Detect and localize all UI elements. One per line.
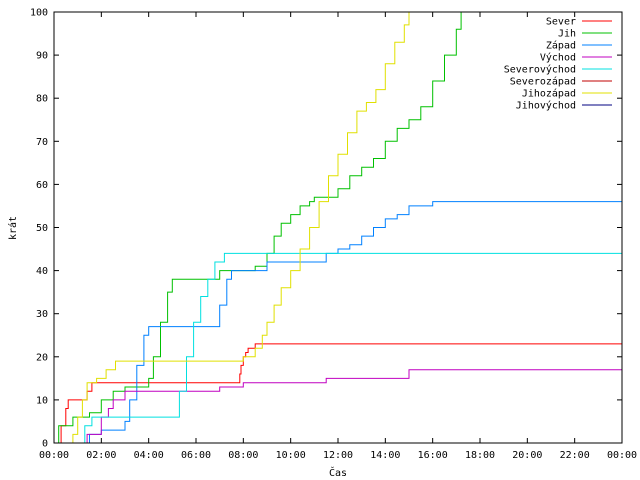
x-tick-label: 18:00 (465, 450, 495, 461)
x-tick-label: 22:00 (560, 450, 590, 461)
x-tick-label: 06:00 (181, 450, 211, 461)
legend-label: Jih (558, 29, 576, 40)
series-line-4 (77, 252, 622, 444)
y-tick-label: 80 (36, 94, 48, 105)
legend: SeverJihZápadVýchodSeverovýchodSeverozáp… (504, 17, 612, 112)
y-tick-label: 50 (36, 223, 48, 234)
y-tick-label: 20 (36, 352, 48, 363)
legend-label: Severovýchod (504, 64, 576, 76)
y-tick-label: 10 (36, 395, 48, 406)
series-layer (56, 12, 622, 444)
x-tick-label: 02:00 (86, 450, 116, 461)
y-tick-label: 70 (36, 137, 48, 148)
ticks-layer: 0 10 20 30 40 50 60 70 80 90 100 00:00 02:00 04:00 06:… (30, 8, 637, 462)
x-tick-label: 16:00 (418, 450, 448, 461)
y-tick-label: 40 (36, 266, 48, 277)
x-tick-label: 00:00 (607, 450, 637, 461)
y-tick-label: 30 (36, 309, 48, 320)
y-tick-label: 90 (36, 51, 48, 62)
x-tick-label: 00:00 (39, 450, 69, 461)
x-tick-label: 12:00 (323, 450, 353, 461)
legend-label: Západ (546, 40, 576, 52)
series-line-2 (77, 201, 622, 444)
x-tick-label: 08:00 (228, 450, 258, 461)
y-axis-label: krát (7, 216, 19, 240)
y-tick-label: 60 (36, 180, 48, 191)
series-line-6 (68, 12, 410, 444)
x-tick-label: 20:00 (512, 450, 542, 461)
y-tick-label: 0 (42, 439, 48, 450)
legend-label: Východ (540, 52, 576, 64)
legend-label: Jihozápad (522, 88, 576, 100)
x-tick-label: 04:00 (134, 450, 164, 461)
legend-label: Severozápad (510, 76, 576, 88)
y-tick-label: 100 (30, 8, 48, 19)
series-line-0 (58, 343, 622, 444)
legend-label: Sever (546, 17, 576, 28)
x-axis-label: Čas (329, 466, 347, 479)
x-tick-label: 14:00 (370, 450, 400, 461)
x-tick-label: 10:00 (276, 450, 306, 461)
legend-label: Jihovýchod (516, 100, 576, 112)
